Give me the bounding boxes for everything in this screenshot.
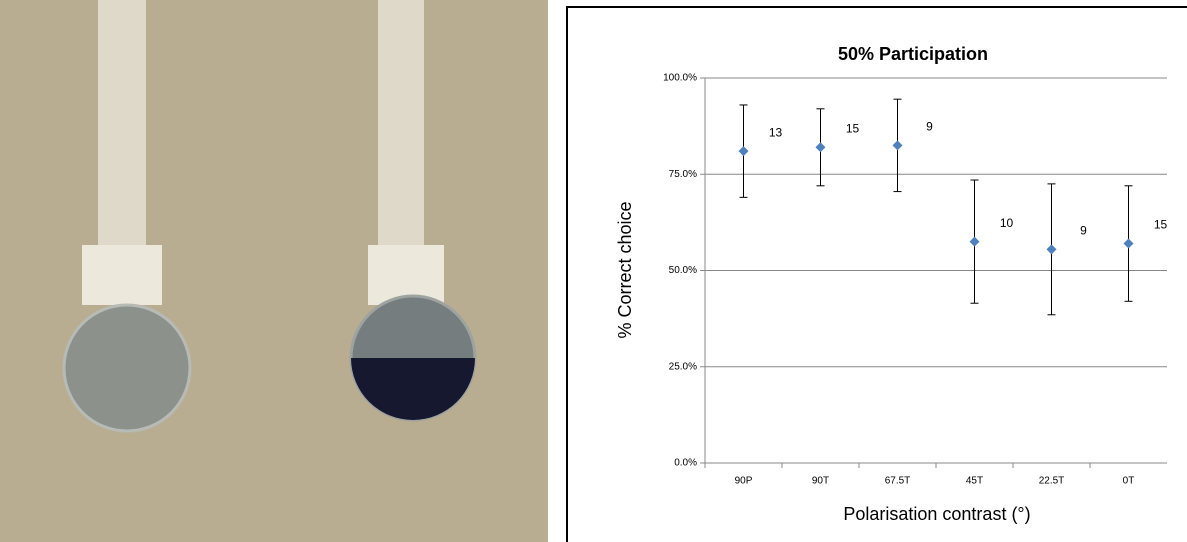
y-tick-label: 50.0% [669, 265, 697, 276]
x-tick-label: 67.5T [885, 476, 911, 487]
y-tick-label: 25.0% [669, 361, 697, 372]
x-tick-label: 90P [735, 476, 753, 487]
disc-plain [64, 305, 190, 431]
y-tick-label: 75.0% [669, 169, 697, 180]
sample-size-label: 15 [1154, 218, 1168, 232]
sample-size-label: 13 [769, 125, 783, 139]
y-tick-label: 0.0% [674, 458, 697, 469]
y-tick-label: 100.0% [663, 73, 697, 84]
sample-size-label: 15 [846, 121, 860, 135]
cable-tie [378, 0, 424, 250]
x-axis-label: Polarisation contrast (°) [843, 504, 1030, 524]
x-tick-label: 45T [966, 476, 983, 487]
y-axis-label: % Correct choice [615, 201, 635, 338]
sample-size-label: 9 [1080, 223, 1087, 237]
x-tick-label: 0T [1123, 476, 1135, 487]
sample-size-label: 10 [1000, 216, 1014, 230]
cable-tie-head [82, 245, 162, 305]
x-tick-label: 22.5T [1039, 476, 1065, 487]
x-tick-label: 90T [812, 476, 829, 487]
cable-tie [98, 0, 146, 250]
sample-size-label: 9 [926, 120, 933, 134]
chart-title: 50% Participation [838, 44, 988, 64]
photo [0, 0, 548, 542]
page: 50% Participation % Correct choice Polar… [0, 0, 1187, 542]
figure: 50% Participation % Correct choice Polar… [0, 0, 1187, 542]
chart-frame [567, 7, 1187, 542]
